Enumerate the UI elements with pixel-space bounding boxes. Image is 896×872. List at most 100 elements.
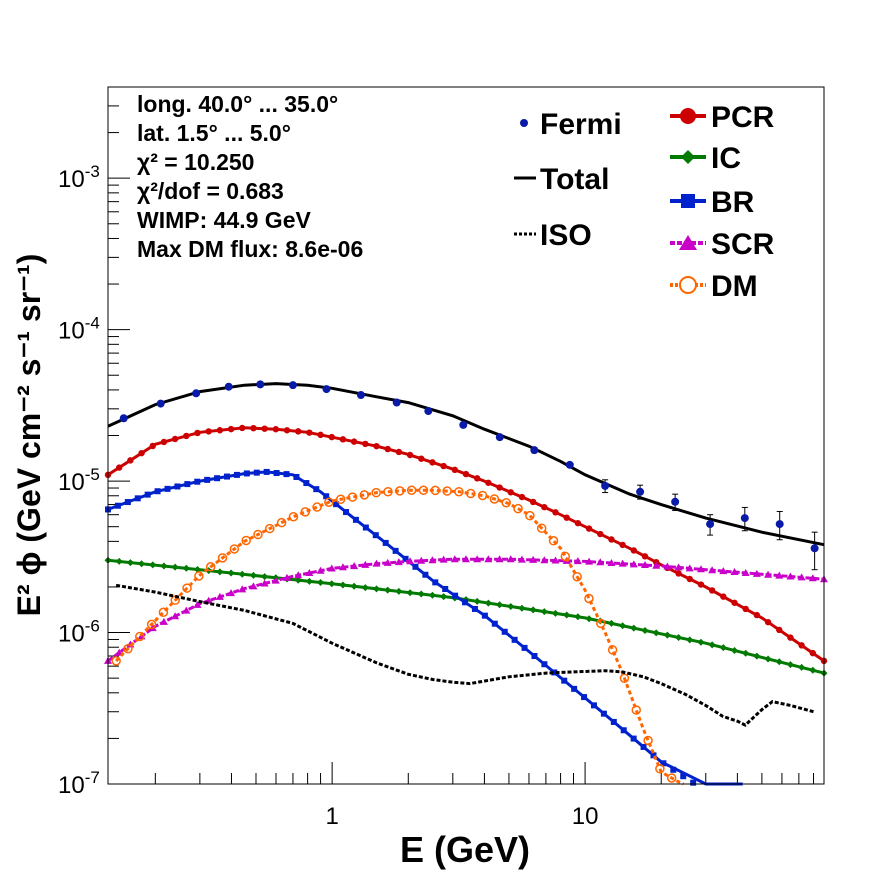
series-marker-pcr — [462, 470, 470, 478]
series-marker-dm — [513, 503, 523, 514]
series-marker-br — [204, 476, 211, 483]
series-marker-scr — [406, 557, 415, 565]
series-marker-scr — [585, 557, 594, 565]
fermi-point — [671, 497, 680, 506]
series-marker-scr — [238, 585, 247, 593]
series-marker-br — [432, 579, 439, 586]
series-marker-ic — [473, 597, 481, 605]
series-marker-pcr — [507, 489, 514, 496]
legend-marker-br — [681, 194, 695, 208]
series-marker-br — [551, 669, 558, 676]
series-marker-ic — [317, 579, 325, 587]
info-line: lat. 1.5° ... 5.0° — [137, 120, 291, 146]
series-marker-dm — [596, 618, 606, 629]
y-tick-label: 10-4 — [58, 314, 100, 345]
series-line-total — [107, 382, 825, 547]
series-marker-ic — [708, 641, 716, 649]
series-marker-pcr — [440, 462, 447, 470]
series-marker-pcr — [574, 519, 582, 527]
series-marker-dm — [300, 507, 311, 517]
series-marker-pcr — [429, 459, 436, 466]
series-marker-ic — [339, 581, 347, 589]
series-marker-dm — [335, 494, 346, 505]
series-marker-pcr — [183, 432, 190, 440]
series-marker-ic — [719, 644, 727, 652]
series-marker-pcr — [451, 466, 459, 474]
series-marker-br — [590, 702, 597, 709]
series-marker-ic — [731, 646, 738, 654]
info-text: long. 40.0° ... 35.0° lat. 1.5° ... 5.0° χ… — [137, 91, 363, 262]
fermi-point — [288, 381, 297, 390]
fermi-point — [601, 481, 610, 490]
series-marker-br — [571, 685, 578, 692]
series-marker-br — [670, 766, 677, 773]
fermi-point — [810, 544, 819, 553]
series-marker-dm — [217, 553, 228, 563]
fermi-point — [156, 399, 165, 408]
series-marker-br — [382, 539, 389, 546]
series-marker-br — [194, 478, 201, 485]
series-marker-dm — [111, 656, 121, 666]
fermi-point — [530, 446, 539, 455]
series-marker-dm — [205, 562, 216, 572]
series-marker-ic — [238, 570, 246, 578]
series-marker-br — [531, 653, 538, 660]
series-marker-ic — [227, 569, 235, 577]
y-tick-label: 10-3 — [58, 162, 100, 193]
series-marker-scr — [506, 555, 515, 563]
series-marker-ic — [607, 619, 615, 627]
legend-label: DM — [711, 270, 758, 303]
info-line: Max DM flux: 8.6e-06 — [137, 236, 363, 262]
series-marker-ic — [540, 608, 548, 616]
fermi-point — [119, 414, 128, 423]
series-marker-dm — [347, 492, 358, 502]
series-marker-dm — [466, 488, 476, 499]
series-marker-pcr — [485, 479, 492, 486]
series-marker-ic — [697, 638, 705, 646]
series-marker-pcr — [406, 451, 414, 459]
series-marker-scr — [652, 561, 661, 569]
series-marker-ic — [216, 568, 224, 576]
series-marker-scr — [573, 557, 582, 565]
series-marker-ic — [261, 573, 269, 581]
series-marker-pcr — [630, 547, 638, 554]
series-marker-ic — [182, 564, 190, 572]
series-marker-pcr — [753, 611, 761, 619]
legend-label: ISO — [540, 219, 592, 252]
series-marker-br — [471, 605, 478, 612]
y-tick-label: 10-7 — [58, 768, 100, 799]
series-marker-scr — [450, 555, 459, 563]
fermi-point — [224, 382, 233, 391]
series-marker-scr — [685, 564, 694, 572]
x-tick-label: 10 — [572, 803, 599, 830]
series-marker-pcr — [563, 514, 570, 521]
series-marker-br — [541, 661, 548, 668]
series-marker-ic — [384, 586, 392, 594]
series-marker-ic — [171, 563, 179, 571]
series-marker-ic — [809, 666, 817, 674]
series-marker-pcr — [552, 509, 559, 516]
series-marker-pcr — [317, 431, 324, 439]
series-marker-scr — [283, 573, 291, 581]
series-marker-dm — [619, 673, 630, 684]
series-iso — [115, 583, 814, 727]
series-marker-scr — [350, 562, 359, 570]
series-marker-pcr — [473, 475, 481, 482]
series-marker-scr — [294, 571, 303, 579]
series-marker-ic — [529, 606, 537, 614]
series-marker-scr — [730, 568, 739, 576]
series-marker-br — [630, 735, 637, 742]
series-marker-br — [491, 620, 498, 627]
series-marker-dm — [560, 551, 571, 562]
series-marker-br — [412, 563, 419, 570]
series-marker-scr — [797, 573, 806, 581]
series-marker-pcr — [339, 436, 347, 443]
series-marker-br — [253, 469, 260, 476]
fermi-point — [565, 460, 574, 469]
series-marker-scr — [338, 563, 347, 571]
series-marker-scr — [641, 561, 649, 569]
series-marker-pcr — [250, 424, 257, 432]
series-marker-pcr — [138, 449, 145, 457]
series-marker-pcr — [619, 541, 626, 549]
